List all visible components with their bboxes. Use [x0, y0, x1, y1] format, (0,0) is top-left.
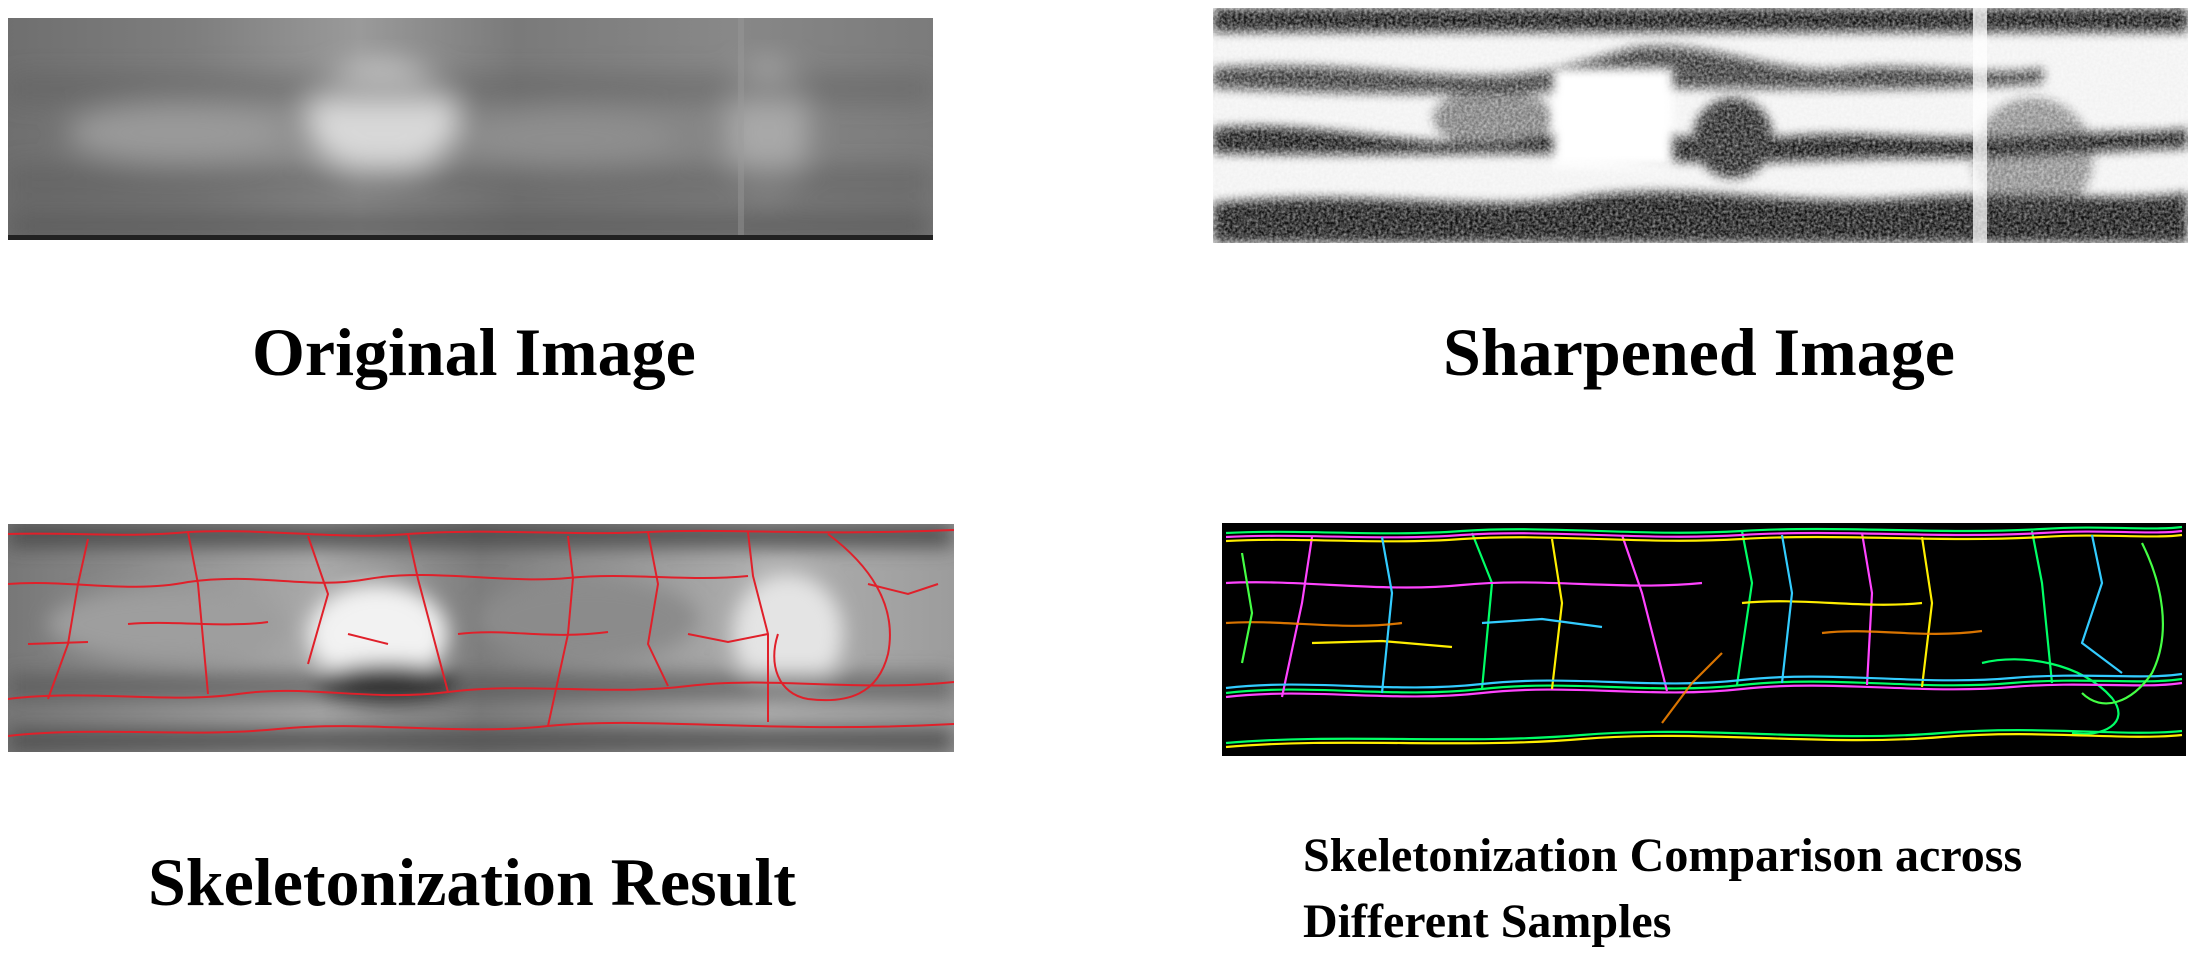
- caption-original: Original Image: [252, 314, 696, 390]
- caption-skeletonization: Skeletonization Result: [148, 844, 796, 920]
- skeletonization-result-image: [8, 524, 954, 752]
- skeletonization-comparison-graphic: [1222, 523, 2186, 756]
- original-image: [8, 18, 933, 240]
- caption-comparison: Skeletonization Comparison across Differ…: [1303, 829, 2023, 948]
- skeletonization-result-graphic: [8, 524, 954, 752]
- sharpened-image: [1213, 8, 2188, 243]
- sharpened-image-graphic: [1213, 8, 2188, 243]
- original-image-graphic: [8, 18, 933, 240]
- caption-sharpened: Sharpened Image: [1443, 314, 1955, 390]
- skeletonization-comparison-image: [1222, 523, 2186, 756]
